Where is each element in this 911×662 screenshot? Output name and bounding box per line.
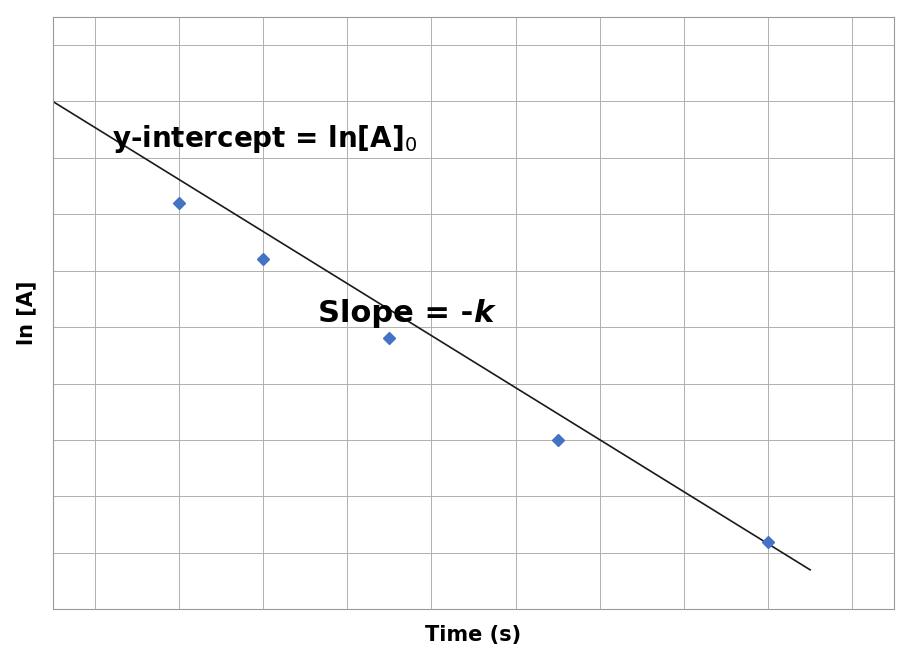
Y-axis label: ln [A]: ln [A] — [16, 281, 36, 345]
X-axis label: Time (s): Time (s) — [425, 626, 522, 645]
Text: y-intercept = ln[A]$_0$: y-intercept = ln[A]$_0$ — [111, 123, 416, 156]
Text: Slope = -: Slope = - — [318, 299, 474, 328]
Text: $\bfit{k}$: $\bfit{k}$ — [474, 299, 497, 328]
